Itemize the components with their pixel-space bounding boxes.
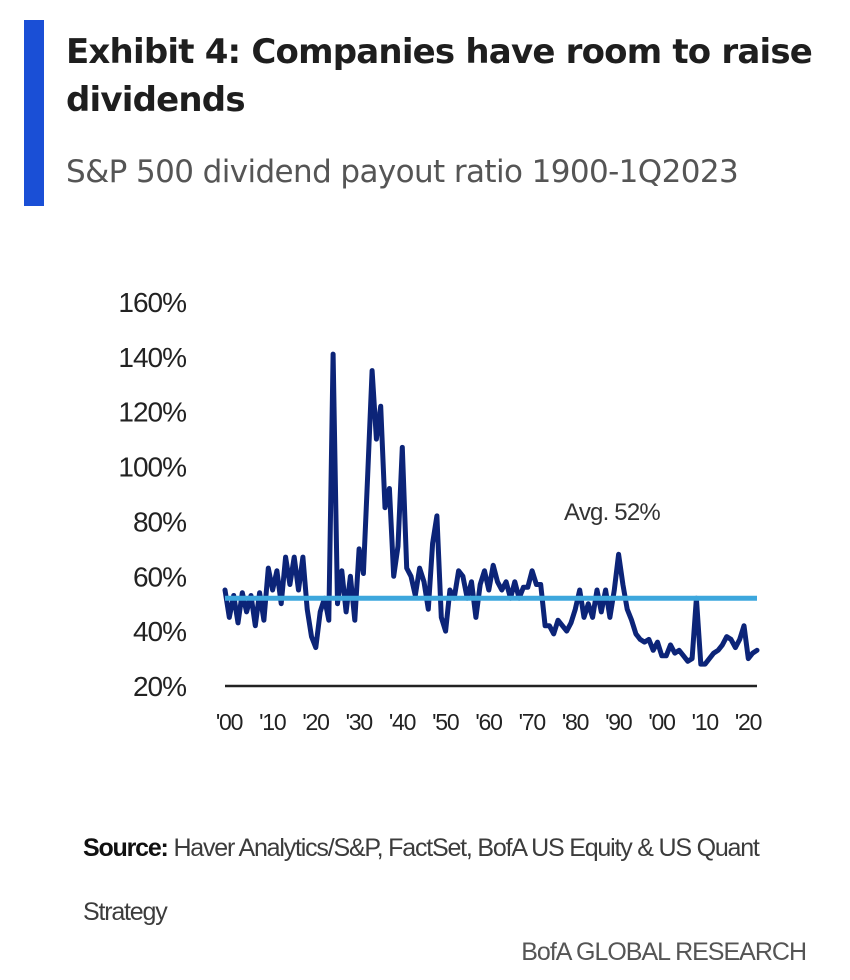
x-tick-label: '00 [648, 709, 675, 735]
y-tick-label: 100% [118, 452, 186, 483]
x-tick-label: '70 [519, 709, 546, 735]
y-tick-label: 160% [118, 287, 186, 318]
average-label: Avg. 52% [564, 499, 660, 526]
y-tick-label: 140% [118, 342, 186, 373]
y-tick-label: 120% [118, 397, 186, 428]
x-tick-label: '90 [605, 709, 632, 735]
x-tick-label: '20 [302, 709, 329, 735]
source-label: Source: [83, 834, 169, 862]
exhibit-subtitle: S&P 500 dividend payout ratio 1900-1Q202… [66, 154, 739, 190]
payout-ratio-chart: 20% 40% 60% 80% 100% 120% 140% 160% '00 '10 '20 '3… [118, 287, 763, 735]
x-axis-labels: '00 '10 '20 '30 '40 '50 '60 '70 '80 '90 '00 '10 '20 [216, 709, 763, 735]
x-tick-label: '80 [562, 709, 589, 735]
y-tick-label: 20% [133, 671, 186, 702]
accent-bar [24, 20, 44, 206]
source-note: Source: Haver Analytics/S&P, FactSet, Bo… [83, 816, 803, 944]
x-tick-label: '10 [692, 709, 719, 735]
brand-footer: BofA GLOBAL RESEARCH [521, 938, 807, 966]
y-tick-label: 60% [133, 561, 186, 592]
source-text: Haver Analytics/S&P, FactSet, BofA US Eq… [83, 834, 760, 926]
x-tick-label: '40 [389, 709, 416, 735]
y-axis-labels: 20% 40% 60% 80% 100% 120% 140% 160% [118, 287, 187, 702]
payout-ratio-line [222, 351, 760, 667]
x-tick-label: '60 [475, 709, 502, 735]
y-tick-label: 40% [133, 616, 186, 647]
x-tick-label: '50 [432, 709, 459, 735]
y-tick-label: 80% [133, 506, 186, 537]
x-tick-label: '20 [735, 709, 762, 735]
x-tick-label: '00 [216, 709, 243, 735]
x-tick-label: '10 [259, 709, 286, 735]
x-tick-label: '30 [346, 709, 373, 735]
exhibit-title: Exhibit 4: Companies have room to raise … [66, 32, 813, 120]
